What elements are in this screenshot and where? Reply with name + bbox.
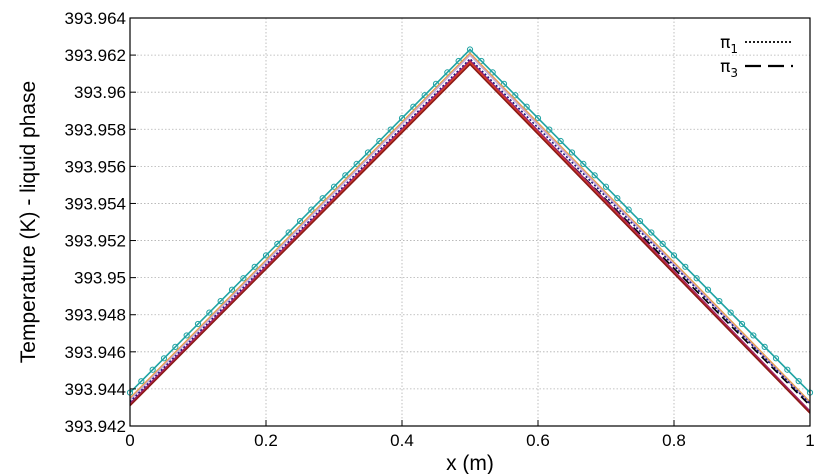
series-marker [206,309,213,316]
series-line-7 [129,61,811,414]
series-marker [682,263,689,270]
series-marker [716,298,723,305]
series-marker [693,275,700,282]
axis-ticks: 0 0.2 0.4 0.6 0.8 1 393.942 393.944 393.946 393.9… [65,9,815,450]
series-marker [738,320,746,328]
series-marker [784,366,791,373]
grid-lines [129,17,811,427]
series-marker [240,275,247,282]
series-marker [546,126,553,133]
series-marker [387,126,394,133]
legend-label-subscript: 3 [730,66,738,80]
series-marker [138,378,145,385]
series-marker [625,206,632,213]
series-marker [795,378,802,385]
series-marker [172,343,179,350]
x-axis-title: x (m) [446,452,494,474]
y-tick-label: 393.952 [65,232,126,251]
series-marker [602,183,610,190]
series-marker [614,195,621,202]
x-tick-label: 0.4 [390,431,414,450]
x-tick-label: 0.6 [526,431,550,450]
series-marker [648,229,655,236]
series-marker [308,206,315,213]
series-marker [228,286,236,293]
series-marker [183,332,190,339]
series-marker [364,149,372,156]
x-tick-label: 0 [125,431,134,450]
y-axis-title: Temperature (K) - liquid phase [17,81,40,363]
series-line-2 [129,52,811,403]
series-line-4 [129,57,811,405]
y-tick-label: 393.964 [65,9,126,28]
legend-label-base: π [720,57,730,77]
series-marker [421,92,428,99]
legend-label-base: π [720,33,730,53]
series-marker [670,252,678,259]
series-marker [398,115,406,122]
series-marker [727,309,734,316]
legend-label: π3 [720,57,738,80]
y-tick-label: 393.96 [74,83,126,102]
y-tick-label: 393.962 [65,46,126,65]
series-line-8 [129,63,811,414]
series-line-1 [129,48,811,394]
series-line-3 [129,53,811,405]
plot-frame [129,17,811,427]
series-marker [330,183,338,190]
series-line-6 [129,59,811,412]
series-marker [285,229,292,236]
series-marker [353,160,360,167]
series-marker [761,343,768,350]
series-marker [296,217,304,225]
series-marker [410,103,417,110]
y-tick-label: 393.956 [65,157,126,176]
series-marker [772,355,780,362]
series-marker [704,286,712,293]
x-tick-label: 1 [805,431,814,450]
y-tick-label: 393.954 [65,194,126,213]
series-line-5 [129,61,811,407]
series-marker [194,320,202,328]
series-marker [500,80,508,87]
y-tick-label: 393.946 [65,343,126,362]
series-marker [262,252,270,259]
series-marker [376,137,383,145]
y-tick-label: 393.942 [65,417,126,436]
series-marker [580,160,587,167]
x-tick-label: 0.8 [662,431,686,450]
legend-label: π1 [720,33,738,56]
series-marker [557,137,564,145]
series-marker [342,172,349,179]
x-tick-label: 0.2 [254,431,278,450]
series-marker [591,172,598,179]
series-marker [217,298,224,305]
series-marker [489,69,496,76]
legend-label-subscript: 1 [730,42,738,56]
series-marker [636,217,644,225]
series-marker [432,80,440,87]
series-marker [149,366,156,373]
series-marker [534,115,542,122]
series-marker [478,57,485,65]
series-marker [523,103,530,110]
series-marker [274,240,281,248]
legend-item-2: π3 [720,57,793,80]
series-marker [659,240,666,248]
series-layer [126,46,814,414]
series-marker [750,332,757,339]
y-tick-label: 393.958 [65,120,126,139]
y-tick-label: 393.944 [65,380,126,399]
y-tick-label: 393.95 [74,269,126,288]
y-tick-label: 393.948 [65,306,126,325]
series-marker [568,149,576,156]
series-marker [319,195,326,202]
series-marker [160,355,168,362]
series-marker [251,263,258,270]
series-marker [512,92,519,99]
series-marker [444,69,451,76]
legend-item-1: π1 [720,33,793,56]
